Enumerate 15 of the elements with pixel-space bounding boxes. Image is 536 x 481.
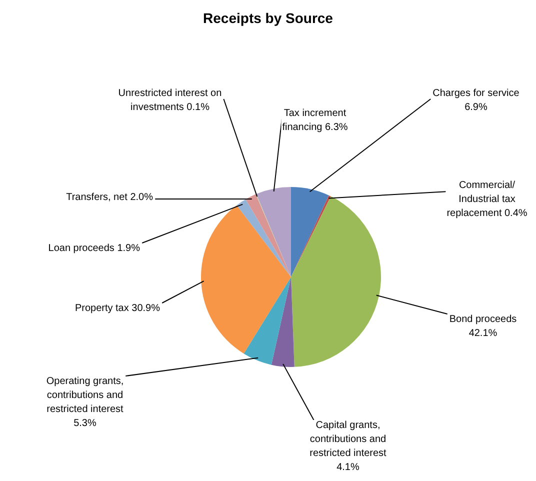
slice-label: Bond proceeds xyxy=(449,314,517,325)
data-label: 6.9% xyxy=(464,102,488,113)
data-label: 42.1% xyxy=(468,328,498,339)
slice-label: Capital grants, contributions and restricted interest xyxy=(310,420,387,459)
chart-title: Receipts by Source xyxy=(203,10,334,26)
data-label: 4.1% xyxy=(336,462,360,473)
slice-label: Commercial/ Industrial tax replacement 0.4% xyxy=(446,180,528,219)
slice-label: Loan proceeds 1.9% xyxy=(48,243,140,254)
data-label: 5.3% xyxy=(74,418,97,429)
slice-label: Charges for service xyxy=(432,88,520,99)
slice-label: Transfers, net 2.0% xyxy=(66,192,154,203)
slice-label: Operating grants, contributions and restricted interest xyxy=(46,376,124,415)
slice-label: Tax increment financing 6.3% xyxy=(282,108,348,133)
slice-label: Unrestricted interest on investments 0.1% xyxy=(118,88,222,113)
slice-label: Property tax 30.9% xyxy=(74,303,160,314)
